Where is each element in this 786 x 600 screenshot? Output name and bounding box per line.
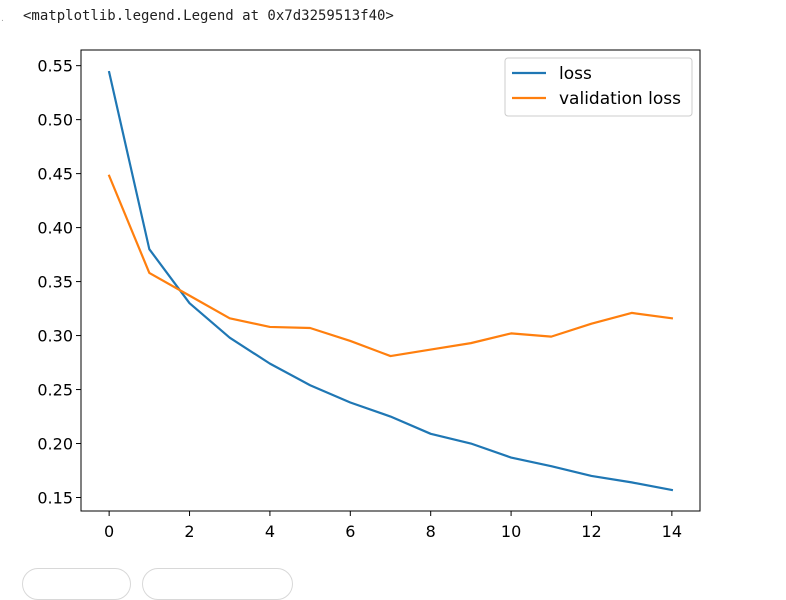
y-tick-label: 0.30: [37, 327, 73, 346]
legend-box: [504, 57, 693, 117]
cell-gutter-mark: .: [1, 14, 4, 24]
x-tick-label: 2: [184, 522, 194, 541]
y-tick-label: 0.35: [37, 273, 73, 292]
y-tick-label: 0.40: [37, 219, 73, 238]
y-axis-ticks: 0.15 0.20 0.25 0.30 0.35 0.40 0.45 0.50 0.55: [37, 57, 81, 508]
series-lines: [107, 70, 674, 492]
x-axis-ticks: 0 2 4 6 8 10 12 14: [104, 511, 682, 541]
cell-output-text: <matplotlib.legend.Legend at 0x7d3259513…: [23, 8, 394, 24]
series-line-validation-loss: [107, 174, 674, 358]
legend-label: loss: [559, 64, 592, 84]
x-tick-label: 8: [426, 522, 436, 541]
y-tick-label: 0.50: [37, 111, 73, 130]
x-tick-label: 14: [662, 522, 682, 541]
y-tick-label: 0.15: [37, 489, 73, 508]
legend-label: validation loss: [559, 89, 681, 109]
y-tick-label: 0.25: [37, 381, 73, 400]
x-tick-label: 10: [501, 522, 521, 541]
x-tick-label: 12: [581, 522, 601, 541]
code-button[interactable]: [22, 568, 131, 600]
y-tick-label: 0.55: [37, 57, 73, 76]
y-tick-label: 0.20: [37, 435, 73, 454]
plot-area-frame: [80, 49, 701, 512]
x-tick-label: 0: [104, 522, 114, 541]
x-tick-label: 6: [345, 522, 355, 541]
series-line-loss: [107, 70, 674, 492]
x-tick-label: 4: [265, 522, 275, 541]
chart-legend: loss validation loss: [504, 57, 693, 117]
markdown-button[interactable]: [142, 568, 293, 600]
line-chart: 0.15 0.20 0.25 0.30 0.35 0.40 0.45 0.50 0.55 0 2 4…: [37, 49, 701, 541]
y-tick-label: 0.45: [37, 165, 73, 184]
